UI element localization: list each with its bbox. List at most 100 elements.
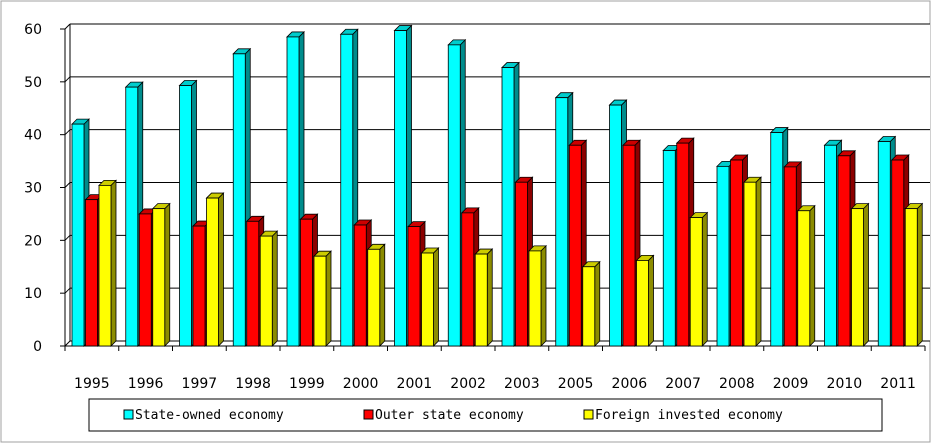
- bar-side: [594, 260, 601, 347]
- bar-outer-state-economy: [891, 159, 905, 347]
- bar-outer-state-economy: [515, 181, 528, 347]
- bar-side: [164, 202, 171, 347]
- x-tick-label: 1998: [235, 376, 271, 392]
- bar-side: [540, 244, 547, 347]
- legend-box: [88, 398, 883, 432]
- bar-outer-state-economy: [300, 218, 313, 347]
- bar-state-owned-economy: [340, 33, 354, 347]
- bar-outer-state-economy: [837, 155, 851, 347]
- x-tick-label: 2002: [450, 376, 486, 392]
- x-tick-label: 2000: [343, 376, 379, 392]
- bar-outer-state-economy: [192, 225, 206, 347]
- bar-foreign-invested-economy: [851, 208, 864, 347]
- bar-outer-state-economy: [138, 213, 152, 347]
- bar-state-owned-economy: [824, 144, 837, 347]
- bar-outer-state-economy: [85, 199, 98, 347]
- bar-side: [486, 248, 493, 347]
- x-tick-label: 2009: [773, 376, 809, 392]
- bar-state-owned-economy: [232, 53, 246, 347]
- bar-state-owned-economy: [125, 86, 139, 347]
- bar-side: [648, 254, 654, 347]
- bar-foreign-invested-economy: [313, 255, 327, 347]
- bar-foreign-invested-economy: [904, 208, 918, 347]
- bar-foreign-invested-economy: [421, 252, 434, 347]
- bar-state-owned-economy: [447, 44, 461, 347]
- bar-side: [433, 247, 439, 347]
- legend-swatch-state-owned-economy: [123, 409, 134, 420]
- bar-side: [379, 243, 386, 347]
- bar-state-owned-economy: [662, 150, 676, 347]
- bar-foreign-invested-economy: [743, 181, 757, 347]
- bar-side: [863, 202, 869, 347]
- legend-label: State-owned economy: [135, 408, 284, 423]
- bar-side: [110, 179, 117, 347]
- y-tick-label: 30: [24, 181, 42, 197]
- gridline-depth: [64, 182, 71, 188]
- x-tick-label: 2006: [612, 376, 648, 392]
- bar-state-owned-economy: [555, 97, 569, 347]
- bar-side: [809, 204, 816, 347]
- bar-foreign-invested-economy: [474, 253, 488, 347]
- x-tick-label: 1995: [74, 376, 110, 392]
- y-tick-label: 20: [24, 233, 42, 249]
- gridline-depth: [64, 23, 71, 30]
- bar-outer-state-economy: [676, 142, 690, 347]
- bar-side: [916, 202, 923, 347]
- bar-outer-state-economy: [730, 159, 743, 347]
- bar-outer-state-economy: [568, 144, 582, 347]
- bar-side: [755, 176, 762, 347]
- x-tick-label: 2011: [880, 376, 916, 392]
- bar-outer-state-economy: [783, 166, 797, 347]
- bar-outer-state-economy: [353, 224, 367, 347]
- x-tick-label: 1999: [289, 376, 325, 392]
- bar-state-owned-economy: [609, 104, 622, 347]
- bar-foreign-invested-economy: [367, 248, 381, 347]
- y-tick-label: 50: [24, 75, 42, 91]
- x-tick-label: 1997: [182, 376, 218, 392]
- x-tick-label: 1996: [128, 376, 164, 392]
- bar-state-owned-economy: [770, 132, 784, 347]
- y-tick-label: 10: [24, 286, 42, 302]
- y-tick-label: 0: [33, 339, 42, 355]
- gridline-depth: [64, 340, 71, 347]
- x-tick-label: 2005: [558, 376, 594, 392]
- bar-foreign-invested-economy: [98, 184, 112, 347]
- y-tick-label: 40: [24, 128, 42, 144]
- bar-state-owned-economy: [71, 123, 85, 347]
- bar-state-owned-economy: [179, 85, 192, 347]
- bar-side: [218, 192, 224, 347]
- gridline-depth: [64, 76, 71, 83]
- bar-foreign-invested-economy: [206, 197, 219, 347]
- bar-foreign-invested-economy: [152, 208, 166, 347]
- bar-state-owned-economy: [394, 30, 407, 347]
- bar-foreign-invested-economy: [582, 266, 596, 347]
- bar-state-owned-economy: [716, 165, 730, 347]
- legend-label: Outer state economy: [375, 408, 524, 423]
- bar-outer-state-economy: [461, 212, 475, 347]
- x-tick-label: 2001: [397, 376, 433, 392]
- bar-foreign-invested-economy: [797, 210, 811, 347]
- legend-swatch-outer-state-economy: [363, 409, 374, 420]
- bar-side: [271, 230, 278, 347]
- x-tick-label: 2010: [827, 376, 863, 392]
- bar-state-owned-economy: [501, 67, 515, 347]
- x-tick-label: 2003: [504, 376, 540, 392]
- gridline-depth: [64, 129, 71, 136]
- bar-foreign-invested-economy: [528, 250, 542, 347]
- x-tick-label: 2008: [719, 376, 755, 392]
- bar-state-owned-economy: [286, 36, 300, 347]
- bar-state-owned-economy: [877, 141, 891, 347]
- bar-side: [325, 250, 332, 347]
- bar-outer-state-economy: [622, 144, 636, 347]
- gridline-depth: [64, 287, 71, 294]
- bar-foreign-invested-economy: [259, 235, 273, 347]
- legend-swatch-foreign-invested-economy: [583, 409, 594, 420]
- bar-foreign-invested-economy: [689, 217, 703, 347]
- y-tick-label: 60: [24, 22, 42, 38]
- bar-side: [701, 211, 708, 347]
- gridline-depth: [64, 234, 71, 241]
- bar-outer-state-economy: [246, 220, 260, 347]
- bar-outer-state-economy: [407, 226, 421, 347]
